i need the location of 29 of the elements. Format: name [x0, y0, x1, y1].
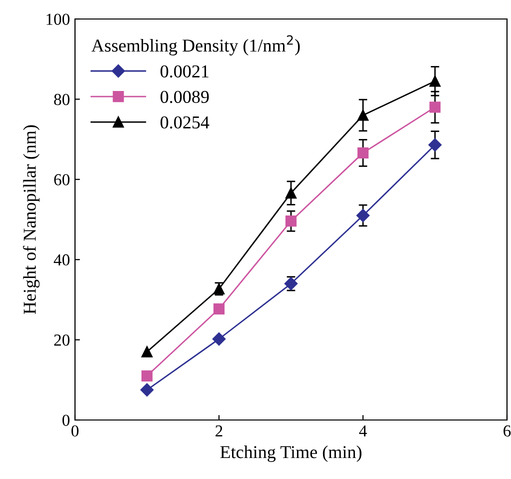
point: [141, 346, 153, 358]
legend-label: 0.0089: [160, 90, 209, 104]
x-tick-label: 4: [359, 425, 367, 436]
legend-title: Assembling Density (1/nm$^{2}$): [91, 35, 300, 56]
point: [141, 370, 153, 382]
x-tick-label: 0: [71, 425, 79, 437]
y-axis-title: Height of Nanopillar (nm): [22, 125, 40, 314]
point: [429, 102, 441, 113]
y-tick-label: 20: [54, 334, 70, 346]
y-tick-label: 40: [54, 254, 70, 266]
x-tick-label: 2: [216, 425, 222, 436]
point: [140, 383, 154, 397]
y-tick-label: 0: [62, 414, 70, 426]
point: [285, 187, 297, 199]
legend-label: 0.0254: [160, 116, 210, 129]
point: [357, 147, 369, 158]
point: [213, 303, 225, 314]
point: [356, 208, 370, 222]
y-tick-label: 60: [54, 174, 70, 186]
y-tick-label: 100: [46, 14, 70, 25]
legend-label: 0.0021: [160, 65, 208, 78]
point: [428, 138, 442, 152]
point: [285, 216, 297, 227]
point: [357, 110, 369, 121]
x-axis-title: Etching Time (min): [220, 446, 362, 462]
point: [429, 76, 441, 87]
x-tick-label: 6: [504, 425, 511, 437]
y-tick-label: 80: [54, 94, 70, 106]
point: [212, 332, 226, 346]
